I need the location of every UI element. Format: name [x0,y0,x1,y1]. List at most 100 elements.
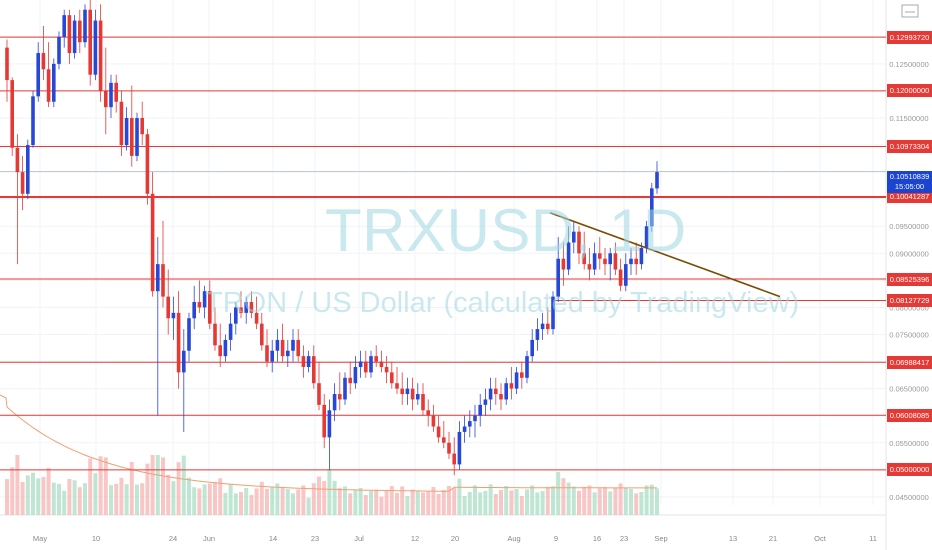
candle-body [46,69,51,102]
volume-bar [306,497,311,515]
candle-body [130,117,134,156]
volume-bar [389,486,394,515]
candle-body [374,356,378,362]
volume-bar [114,483,119,515]
candle-body [447,442,451,454]
volume-bar [171,481,176,515]
volume-bar [31,472,35,515]
volume-bar [46,467,51,515]
moving-average [0,394,657,492]
volume-bar [582,486,587,515]
candle-body [213,323,217,346]
volume-bar [275,483,280,515]
volume-bar [239,492,243,515]
x-tick-label: 13 [729,534,737,543]
trendline-line [549,211,781,298]
volume-bar [467,492,472,515]
candle-body [223,339,228,357]
volume-bar [571,486,576,515]
level-badge: 0.10041287 [887,190,932,204]
volume-bar [124,484,129,515]
candle-body [93,20,98,75]
y-tick-label: 0.08000000 [889,303,929,312]
y-tick-label: 0.09500000 [889,222,929,231]
candle-body [208,291,212,324]
volume-bar [478,492,483,515]
volume-bar [447,486,451,515]
volume-bar [577,490,581,515]
volume-bar [129,462,134,515]
x-tick-label: 14 [269,534,277,543]
candle-body [400,388,404,395]
volume-bar [218,478,223,515]
fullscreen-icon[interactable] [898,3,922,19]
volume-bar [379,496,384,515]
volume-bar [140,483,145,515]
volume-bar [540,491,545,515]
x-tick-label: Sep [654,534,667,543]
candle-body [369,356,373,373]
volume-bar [551,486,555,515]
volume-bar [634,493,639,515]
candle-body [587,264,592,270]
volume-bar [296,489,301,515]
volume-bar [197,488,202,515]
level-badge: 0.05000000 [887,463,932,477]
candle-body [57,36,61,64]
candle-body [119,101,124,146]
volume-bar [249,495,254,515]
volume-bar [603,487,607,515]
candle-body [390,372,394,384]
candle-body [26,145,30,194]
candle-body [530,339,534,357]
volume-bar [93,473,98,515]
volume-bar [311,483,316,515]
volume-bar [192,487,197,515]
candle-body [67,15,72,54]
candle-body [260,323,264,346]
volume-bar [72,480,77,515]
candle-body [561,258,566,270]
candle-body [457,431,462,465]
candle-body [62,15,66,37]
candle-body [603,258,607,265]
volume-bar [103,457,108,515]
volume-bar [67,479,72,515]
candle-body [499,394,503,400]
candle-body [31,96,35,146]
x-tick-label: 21 [769,534,777,543]
candle-body [520,372,524,378]
level-badge: 0.06988417 [887,355,932,369]
volume-bar [343,486,347,515]
x-tick-label: Jul [354,534,364,543]
volume-bar [145,463,150,515]
candle-body [140,117,144,135]
candle-body [145,134,150,194]
y-tick-label: 0.09000000 [889,249,929,258]
volume-bar [488,484,493,515]
volume-bar [629,489,633,515]
x-tick-label: 23 [620,534,628,543]
volume-bar [504,486,509,515]
y-tick-label: 0.06500000 [889,385,929,394]
volume-bar [457,478,462,515]
candle-body [301,356,306,367]
volume-bar [176,462,181,515]
candle-body [650,188,654,227]
volume-bar [254,488,259,515]
volume-bar [655,488,659,515]
candle-body [509,383,514,389]
volume-bar [10,467,15,515]
candle-body [296,339,300,357]
candle-body [426,410,430,416]
x-tick-label: Oct [814,534,827,543]
volume-bar [301,485,306,515]
candle-body [582,253,586,265]
volume-bar [317,476,321,515]
volume-bar [384,490,389,515]
candle-body [322,404,326,438]
volume-bar [441,490,446,515]
candle-body [478,404,482,416]
candle-body [254,312,259,324]
